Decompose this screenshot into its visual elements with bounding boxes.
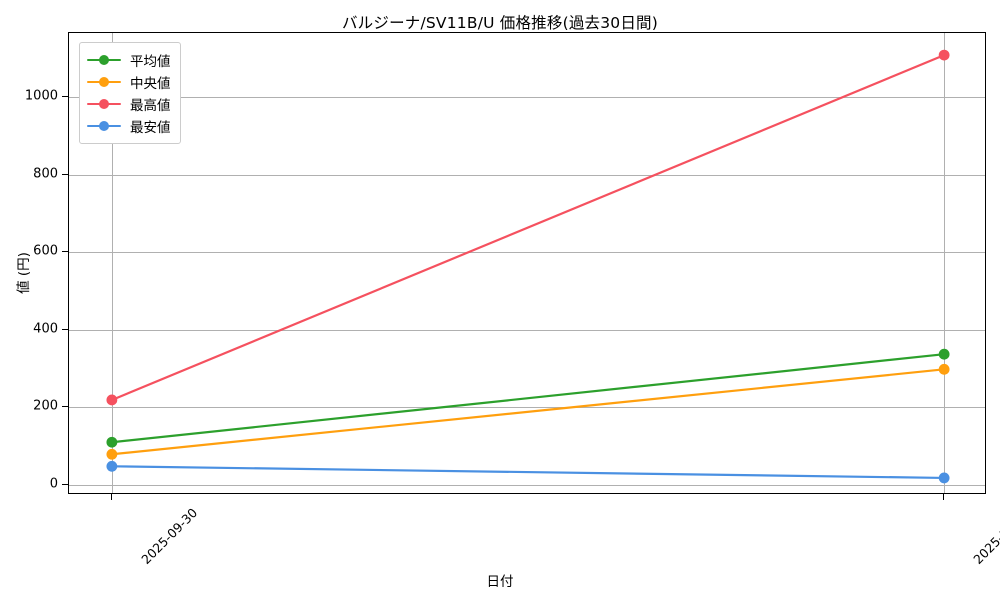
legend-item-label: 最高値 bbox=[130, 98, 171, 114]
y-axis-tick-mark bbox=[62, 328, 68, 330]
legend-item-label: 平均値 bbox=[130, 54, 171, 70]
data-point bbox=[938, 348, 950, 360]
data-point bbox=[938, 363, 950, 375]
gridline-horizontal bbox=[69, 97, 985, 98]
y-axis-title: 値 (円) bbox=[16, 252, 32, 294]
legend-item-label: 中央値 bbox=[130, 76, 171, 92]
legend-item-2[interactable]: 中央値 bbox=[87, 71, 171, 93]
data-point bbox=[106, 436, 118, 448]
data-point bbox=[106, 460, 118, 472]
y-axis-tick-mark bbox=[62, 406, 68, 408]
chart-title: バルジーナ/SV11B/U 価格推移(過去30日間) bbox=[341, 14, 659, 32]
legend-marker-icon bbox=[87, 97, 121, 111]
legend-item-3[interactable]: 最高値 bbox=[87, 93, 171, 115]
data-point bbox=[938, 472, 950, 484]
y-axis-tick-label: 800 bbox=[33, 166, 58, 182]
series-layer bbox=[106, 49, 950, 484]
y-axis-tick-label: 200 bbox=[33, 398, 58, 414]
gridline-horizontal bbox=[69, 407, 985, 409]
data-point bbox=[938, 49, 950, 61]
legend-marker-icon bbox=[87, 75, 121, 89]
y-axis-tick-mark bbox=[62, 173, 68, 175]
series-1 bbox=[106, 348, 950, 448]
gridline-horizontal bbox=[69, 174, 985, 176]
legend-marker-icon bbox=[87, 119, 121, 133]
gridline-vertical bbox=[111, 33, 113, 493]
series-line bbox=[110, 368, 946, 456]
gridline-horizontal bbox=[69, 329, 985, 331]
gridline-horizontal bbox=[69, 252, 985, 254]
x-axis-tick-mark bbox=[110, 494, 112, 500]
series-3 bbox=[106, 49, 950, 406]
plot-area: 平均値中央値最高値最安値 bbox=[68, 32, 986, 494]
x-axis-tick-mark bbox=[943, 494, 945, 500]
series-4 bbox=[106, 460, 950, 484]
y-axis-tick-label: 0 bbox=[49, 476, 58, 492]
y-axis-tick-mark bbox=[62, 251, 68, 253]
legend-item-1[interactable]: 平均値 bbox=[87, 49, 171, 71]
gridline-vertical bbox=[944, 33, 946, 493]
legend-marker-icon bbox=[87, 53, 121, 67]
y-axis-tick-label: 600 bbox=[33, 243, 58, 259]
data-point bbox=[106, 448, 118, 460]
series-line bbox=[110, 465, 946, 480]
series-2 bbox=[106, 363, 950, 460]
legend-item-label: 最安値 bbox=[130, 120, 171, 136]
chart-legend: 平均値中央値最高値最安値 bbox=[79, 42, 181, 144]
gridline-horizontal bbox=[69, 484, 985, 486]
y-axis-tick-mark bbox=[62, 483, 68, 485]
x-axis-title: 日付 bbox=[486, 574, 514, 590]
x-axis-tick-label: 2025-09-30 bbox=[138, 505, 201, 567]
y-axis-tick-mark bbox=[62, 96, 68, 97]
y-axis-tick-label: 400 bbox=[33, 321, 58, 337]
series-line bbox=[110, 353, 946, 444]
data-point bbox=[106, 394, 118, 406]
y-axis-tick-label: 1000 bbox=[24, 88, 58, 104]
x-axis-tick-label: 2025-10-01 bbox=[970, 505, 1000, 567]
legend-item-4[interactable]: 最安値 bbox=[87, 115, 171, 137]
series-line bbox=[110, 54, 946, 402]
